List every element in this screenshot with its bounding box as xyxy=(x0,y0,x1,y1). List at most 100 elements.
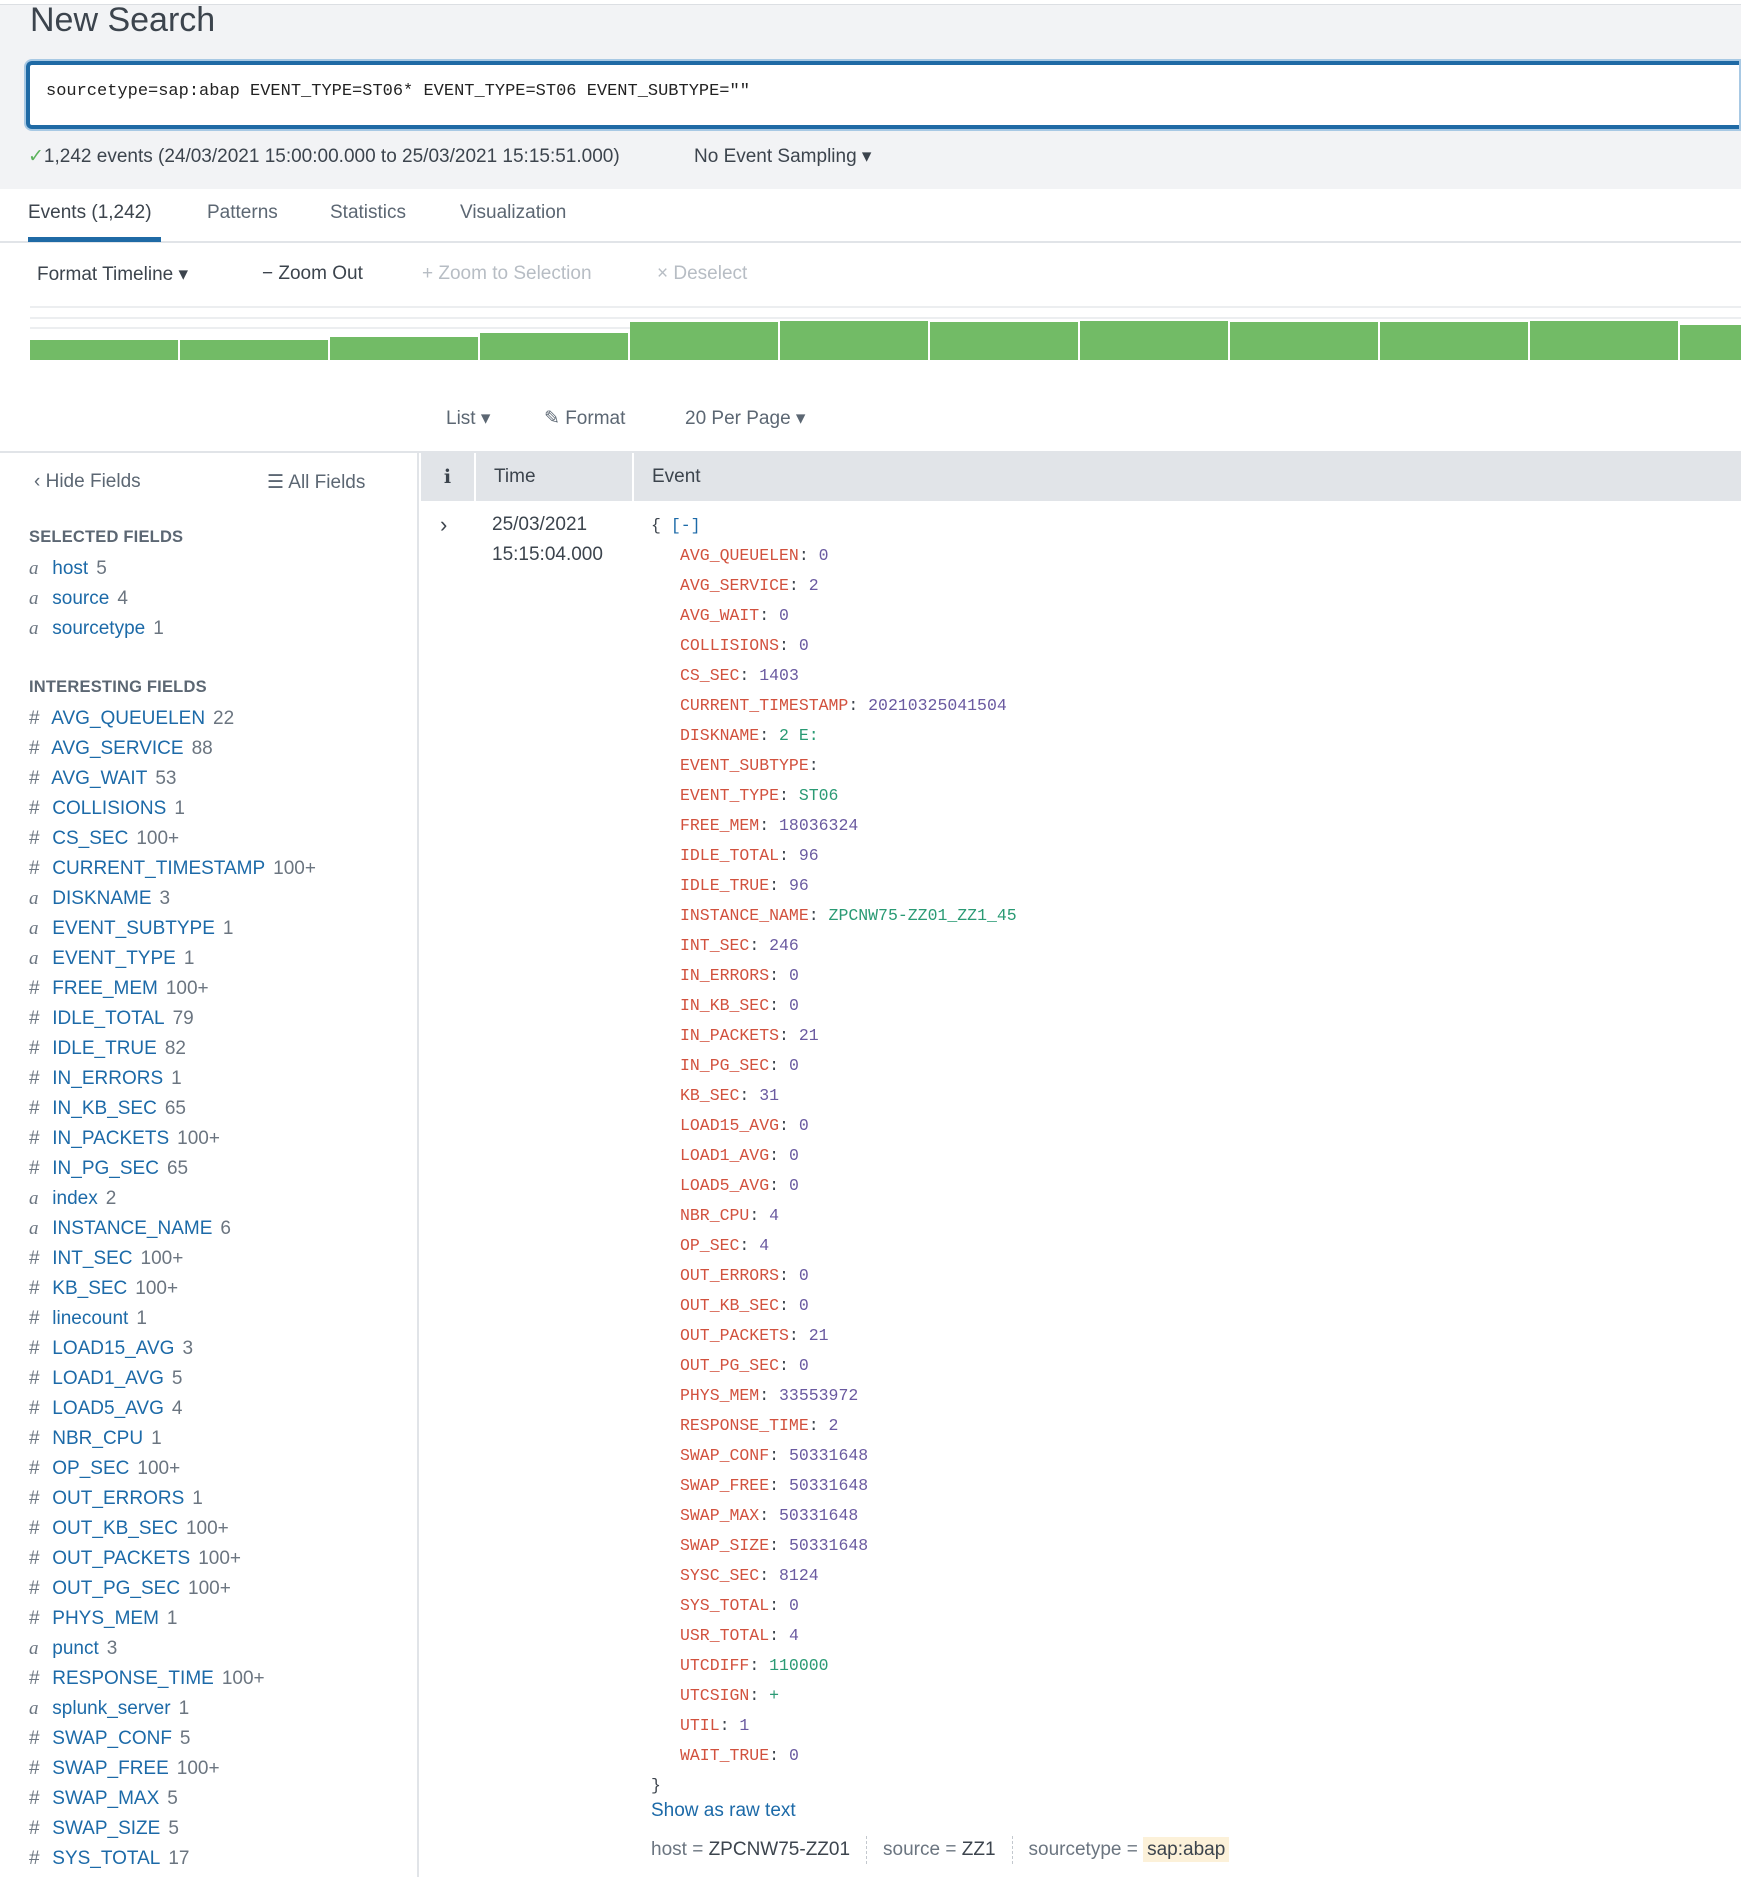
field-name[interactable]: INT_SEC xyxy=(47,1248,133,1269)
timeline-histogram[interactable] xyxy=(30,300,1741,360)
format-button[interactable]: ✎ Format xyxy=(544,407,625,430)
field-item[interactable]: # LOAD1_AVG 5 xyxy=(29,1364,316,1394)
field-name[interactable]: punct xyxy=(47,1638,99,1659)
event-field-value[interactable]: 4 xyxy=(759,1236,770,1255)
event-field-key[interactable]: EVENT_SUBTYPE xyxy=(680,756,809,775)
field-name[interactable]: RESPONSE_TIME xyxy=(47,1668,214,1689)
event-field-key[interactable]: SWAP_SIZE xyxy=(680,1536,770,1555)
field-item[interactable]: # SWAP_CONF 5 xyxy=(29,1724,316,1754)
zoom-to-selection-button[interactable]: + Zoom to Selection xyxy=(422,263,592,284)
field-item[interactable]: # IDLE_TOTAL 79 xyxy=(29,1004,316,1034)
field-item[interactable]: # IN_PACKETS 100+ xyxy=(29,1124,316,1154)
event-field-value[interactable]: 4 xyxy=(788,1626,799,1645)
field-item[interactable]: # OUT_PG_SEC 100+ xyxy=(29,1574,316,1604)
event-field-value[interactable]: 2 xyxy=(808,576,819,595)
timeline-bar[interactable] xyxy=(30,340,180,360)
event-field-value[interactable]: 0 xyxy=(798,1116,809,1135)
field-item[interactable]: # OP_SEC 100+ xyxy=(29,1454,316,1484)
event-field-key[interactable]: COLLISIONS xyxy=(680,636,780,655)
field-item[interactable]: # SWAP_SIZE 5 xyxy=(29,1814,316,1844)
event-field-key[interactable]: PHYS_MEM xyxy=(680,1386,760,1405)
field-name[interactable]: AVG_SERVICE xyxy=(47,738,184,759)
field-name[interactable]: LOAD1_AVG xyxy=(47,1368,164,1389)
field-item[interactable]: # OUT_PACKETS 100+ xyxy=(29,1544,316,1574)
tab-patterns[interactable]: Patterns xyxy=(207,202,278,223)
show-as-raw-text-link[interactable]: Show as raw text xyxy=(651,1800,796,1821)
field-name[interactable]: source xyxy=(47,588,110,609)
tab-events[interactable]: Events (1,242) xyxy=(28,202,152,223)
field-item[interactable]: # AVG_SERVICE 88 xyxy=(29,734,316,764)
deselect-button[interactable]: × Deselect xyxy=(657,263,748,284)
field-name[interactable]: IDLE_TRUE xyxy=(47,1038,157,1059)
all-fields-button[interactable]: ☰ All Fields xyxy=(267,471,365,494)
field-item[interactable]: # LOAD5_AVG 4 xyxy=(29,1394,316,1424)
field-name[interactable]: EVENT_SUBTYPE xyxy=(47,918,215,939)
event-field-key[interactable]: KB_SEC xyxy=(680,1086,740,1105)
field-name[interactable]: OUT_KB_SEC xyxy=(47,1518,178,1539)
event-field-key[interactable]: FREE_MEM xyxy=(680,816,760,835)
event-field-value[interactable]: 18036324 xyxy=(779,816,859,835)
field-name[interactable]: SWAP_SIZE xyxy=(47,1818,161,1839)
event-field-value[interactable]: 0 xyxy=(779,606,789,625)
timeline-bar[interactable] xyxy=(1080,321,1230,360)
event-field-value[interactable]: + xyxy=(769,1686,780,1705)
field-item[interactable]: # OUT_KB_SEC 100+ xyxy=(29,1514,316,1544)
field-name[interactable]: IN_ERRORS xyxy=(47,1068,164,1089)
field-item[interactable]: a DISKNAME 3 xyxy=(29,884,316,914)
event-field-value[interactable]: 4 xyxy=(769,1206,780,1225)
event-field-value[interactable]: 0 xyxy=(818,546,829,565)
event-field-key[interactable]: AVG_WAIT xyxy=(680,606,760,625)
field-name[interactable]: LOAD5_AVG xyxy=(47,1398,164,1419)
field-name[interactable]: OUT_PACKETS xyxy=(47,1548,191,1569)
meta-value[interactable]: ZPCNW75-ZZ01 xyxy=(708,1839,851,1860)
field-name[interactable]: COLLISIONS xyxy=(47,798,167,819)
field-name[interactable]: KB_SEC xyxy=(47,1278,128,1299)
event-field-value[interactable]: 0 xyxy=(788,966,799,985)
tab-visualization[interactable]: Visualization xyxy=(460,202,567,223)
event-field-value[interactable]: 96 xyxy=(798,846,819,865)
event-field-value[interactable]: 0 xyxy=(798,636,809,655)
field-name[interactable]: SWAP_FREE xyxy=(47,1758,169,1779)
timeline-bar[interactable] xyxy=(480,333,630,360)
event-field-key[interactable]: NBR_CPU xyxy=(680,1206,750,1225)
timeline-bar[interactable] xyxy=(180,340,330,360)
time-column-header[interactable]: Time xyxy=(474,453,632,501)
event-field-value[interactable]: 50331648 xyxy=(788,1476,869,1495)
event-field-key[interactable]: SYSC_SEC xyxy=(680,1566,760,1585)
tab-statistics[interactable]: Statistics xyxy=(330,202,407,223)
event-field-key[interactable]: UTIL xyxy=(680,1716,720,1735)
field-item[interactable]: # IN_PG_SEC 65 xyxy=(29,1154,316,1184)
event-field-value[interactable]: 21 xyxy=(798,1026,819,1045)
field-item[interactable]: # IN_ERRORS 1 xyxy=(29,1064,316,1094)
field-item[interactable]: a source 4 xyxy=(29,584,164,614)
field-name[interactable]: IDLE_TOTAL xyxy=(47,1008,165,1029)
event-field-value[interactable]: 21 xyxy=(808,1326,829,1345)
field-name[interactable]: DISKNAME xyxy=(47,888,152,909)
event-field-value[interactable]: 33553972 xyxy=(779,1386,859,1405)
field-name[interactable]: SWAP_MAX xyxy=(47,1788,160,1809)
field-name[interactable]: SWAP_CONF xyxy=(47,1728,172,1749)
field-item[interactable]: a INSTANCE_NAME 6 xyxy=(29,1214,316,1244)
event-field-key[interactable]: OUT_KB_SEC xyxy=(680,1296,780,1315)
field-name[interactable]: IN_PACKETS xyxy=(47,1128,170,1149)
field-name[interactable]: sourcetype xyxy=(47,618,146,639)
event-field-key[interactable]: IN_KB_SEC xyxy=(680,996,770,1015)
search-query[interactable]: sourcetype=sap:abap EVENT_TYPE=ST06* EVE… xyxy=(46,82,750,101)
field-name[interactable]: OP_SEC xyxy=(47,1458,130,1479)
event-field-key[interactable]: EVENT_TYPE xyxy=(680,786,780,805)
expand-event-chevron-icon[interactable]: › xyxy=(440,512,448,537)
event-field-value[interactable]: 0 xyxy=(788,1746,799,1765)
field-item[interactable]: a splunk_server 1 xyxy=(29,1694,316,1724)
event-field-key[interactable]: INT_SEC xyxy=(680,936,750,955)
event-sampling-dropdown[interactable]: No Event Sampling ▾ xyxy=(694,146,872,167)
meta-field-host[interactable]: host = ZPCNW75-ZZ01 xyxy=(651,1839,850,1861)
field-name[interactable]: IN_KB_SEC xyxy=(47,1098,157,1119)
event-field-key[interactable]: OUT_PG_SEC xyxy=(680,1356,780,1375)
list-view-dropdown[interactable]: List ▾ xyxy=(446,408,491,429)
event-field-key[interactable]: OUT_PACKETS xyxy=(680,1326,789,1345)
field-item[interactable]: # FREE_MEM 100+ xyxy=(29,974,316,1004)
field-item[interactable]: a punct 3 xyxy=(29,1634,316,1664)
event-field-value[interactable]: 2 E: xyxy=(779,726,819,745)
timeline-bar[interactable] xyxy=(330,337,480,360)
field-item[interactable]: # COLLISIONS 1 xyxy=(29,794,316,824)
